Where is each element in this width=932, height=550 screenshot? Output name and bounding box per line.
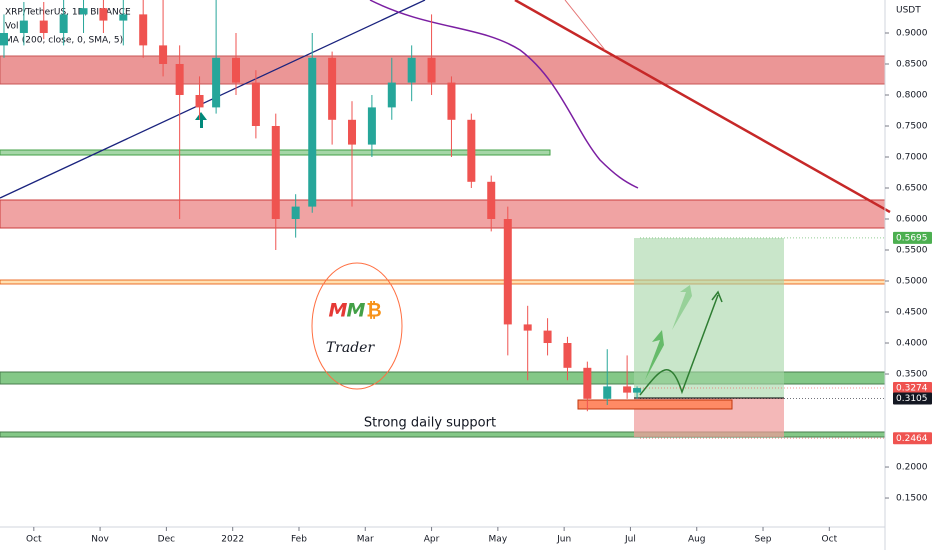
trend-line — [564, 0, 606, 51]
y-tick-label: 0.7000 — [896, 152, 928, 162]
y-tick-label: 0.7500 — [896, 121, 928, 131]
x-tick-label: Jun — [556, 535, 571, 545]
projection-arrow — [645, 330, 664, 380]
candle-body — [232, 57, 240, 83]
candle-body — [19, 20, 28, 33]
candle-body — [523, 324, 532, 331]
candle-body — [487, 181, 496, 220]
candle-body — [407, 57, 416, 83]
candle-body — [291, 206, 300, 220]
price-tag-label: 0.5695 — [896, 233, 928, 243]
x-tick-label: Oct — [822, 535, 838, 545]
logo-ring — [311, 262, 403, 390]
candle-body — [543, 330, 552, 344]
logo-letter: M — [329, 300, 348, 322]
price-tag — [893, 432, 932, 445]
candle-body — [467, 119, 476, 182]
chart-title: XRP/TetherUS, 1D, BINANCE — [5, 8, 131, 18]
candle-body — [633, 388, 642, 393]
y-tick-label: 0.2000 — [896, 463, 928, 473]
x-tick-label: Dec — [158, 535, 175, 545]
candle-body — [271, 125, 280, 220]
y-tick-label: 0.9000 — [896, 28, 928, 38]
x-tick-label: Feb — [291, 535, 307, 545]
logo-letter: ₿ — [366, 300, 381, 322]
x-tick-label: Nov — [91, 535, 109, 545]
logo-letter: M — [347, 300, 366, 322]
price-tag — [893, 382, 932, 395]
y-tick-label: 0.5500 — [896, 246, 928, 256]
price-tag — [893, 392, 932, 405]
axis-unit: USDT — [896, 6, 921, 16]
candle-body — [427, 57, 436, 83]
y-tick-label: 0.1500 — [896, 494, 928, 504]
indicator-label: Vol — [5, 22, 18, 32]
price-tag — [893, 231, 932, 244]
arrow-head — [711, 290, 723, 303]
x-tick-label: Aug — [688, 535, 706, 545]
candle-body — [387, 82, 396, 108]
entry-zone — [577, 399, 733, 410]
candle-body — [119, 14, 128, 21]
ma-line — [369, 0, 639, 189]
candle-body — [39, 20, 48, 33]
y-tick-label: 0.4500 — [896, 308, 928, 318]
y-tick-label: 0.5000 — [896, 277, 928, 287]
candle-body — [0, 32, 8, 46]
candle-body — [348, 119, 357, 145]
candle-body — [447, 82, 456, 120]
y-tick-label: 0.3500 — [896, 370, 928, 380]
projection-path — [639, 294, 719, 396]
trend-line — [514, 0, 891, 214]
candle-body — [328, 57, 337, 120]
candle-body — [308, 57, 317, 207]
y-tick-label: 0.6000 — [896, 215, 928, 225]
projection-arrow — [672, 285, 692, 330]
candle-body — [99, 8, 108, 21]
candle-body — [623, 386, 632, 393]
candle-body — [79, 8, 88, 15]
candle-body — [175, 63, 184, 95]
x-tick-label: Jul — [624, 535, 636, 545]
candle-body — [603, 386, 612, 399]
y-tick-label: 0.8000 — [896, 90, 928, 100]
x-tick-label: Apr — [424, 535, 440, 545]
price-tag-label: 0.3105 — [896, 394, 928, 404]
candle-body — [583, 367, 592, 399]
candle-body — [139, 14, 148, 46]
candle-body — [212, 57, 221, 108]
logo-text: Trader — [326, 340, 376, 356]
y-tick-label: 0.8500 — [896, 59, 928, 69]
candle-body — [367, 107, 376, 145]
x-tick-label: Oct — [26, 535, 42, 545]
signal-arrow — [195, 112, 207, 128]
y-tick-label: 0.4000 — [896, 339, 928, 349]
candle-body — [59, 14, 68, 33]
x-tick-label: 2022 — [221, 535, 244, 545]
price-tag-label: 0.2464 — [896, 434, 928, 444]
y-tick-label: 0.6500 — [896, 184, 928, 194]
price-tag-label: 0.3274 — [896, 384, 928, 394]
x-tick-label: Mar — [357, 535, 374, 545]
x-tick-label: May — [489, 535, 508, 545]
x-tick-label: Sep — [755, 535, 772, 545]
candle-body — [251, 82, 260, 126]
resistance-zone — [0, 199, 886, 229]
candle-body — [503, 219, 512, 325]
candle-body — [159, 45, 168, 64]
candle-body — [195, 94, 204, 108]
annotation: Strong daily support — [364, 416, 496, 431]
resistance-zone — [0, 55, 886, 85]
candle-body — [563, 343, 572, 368]
